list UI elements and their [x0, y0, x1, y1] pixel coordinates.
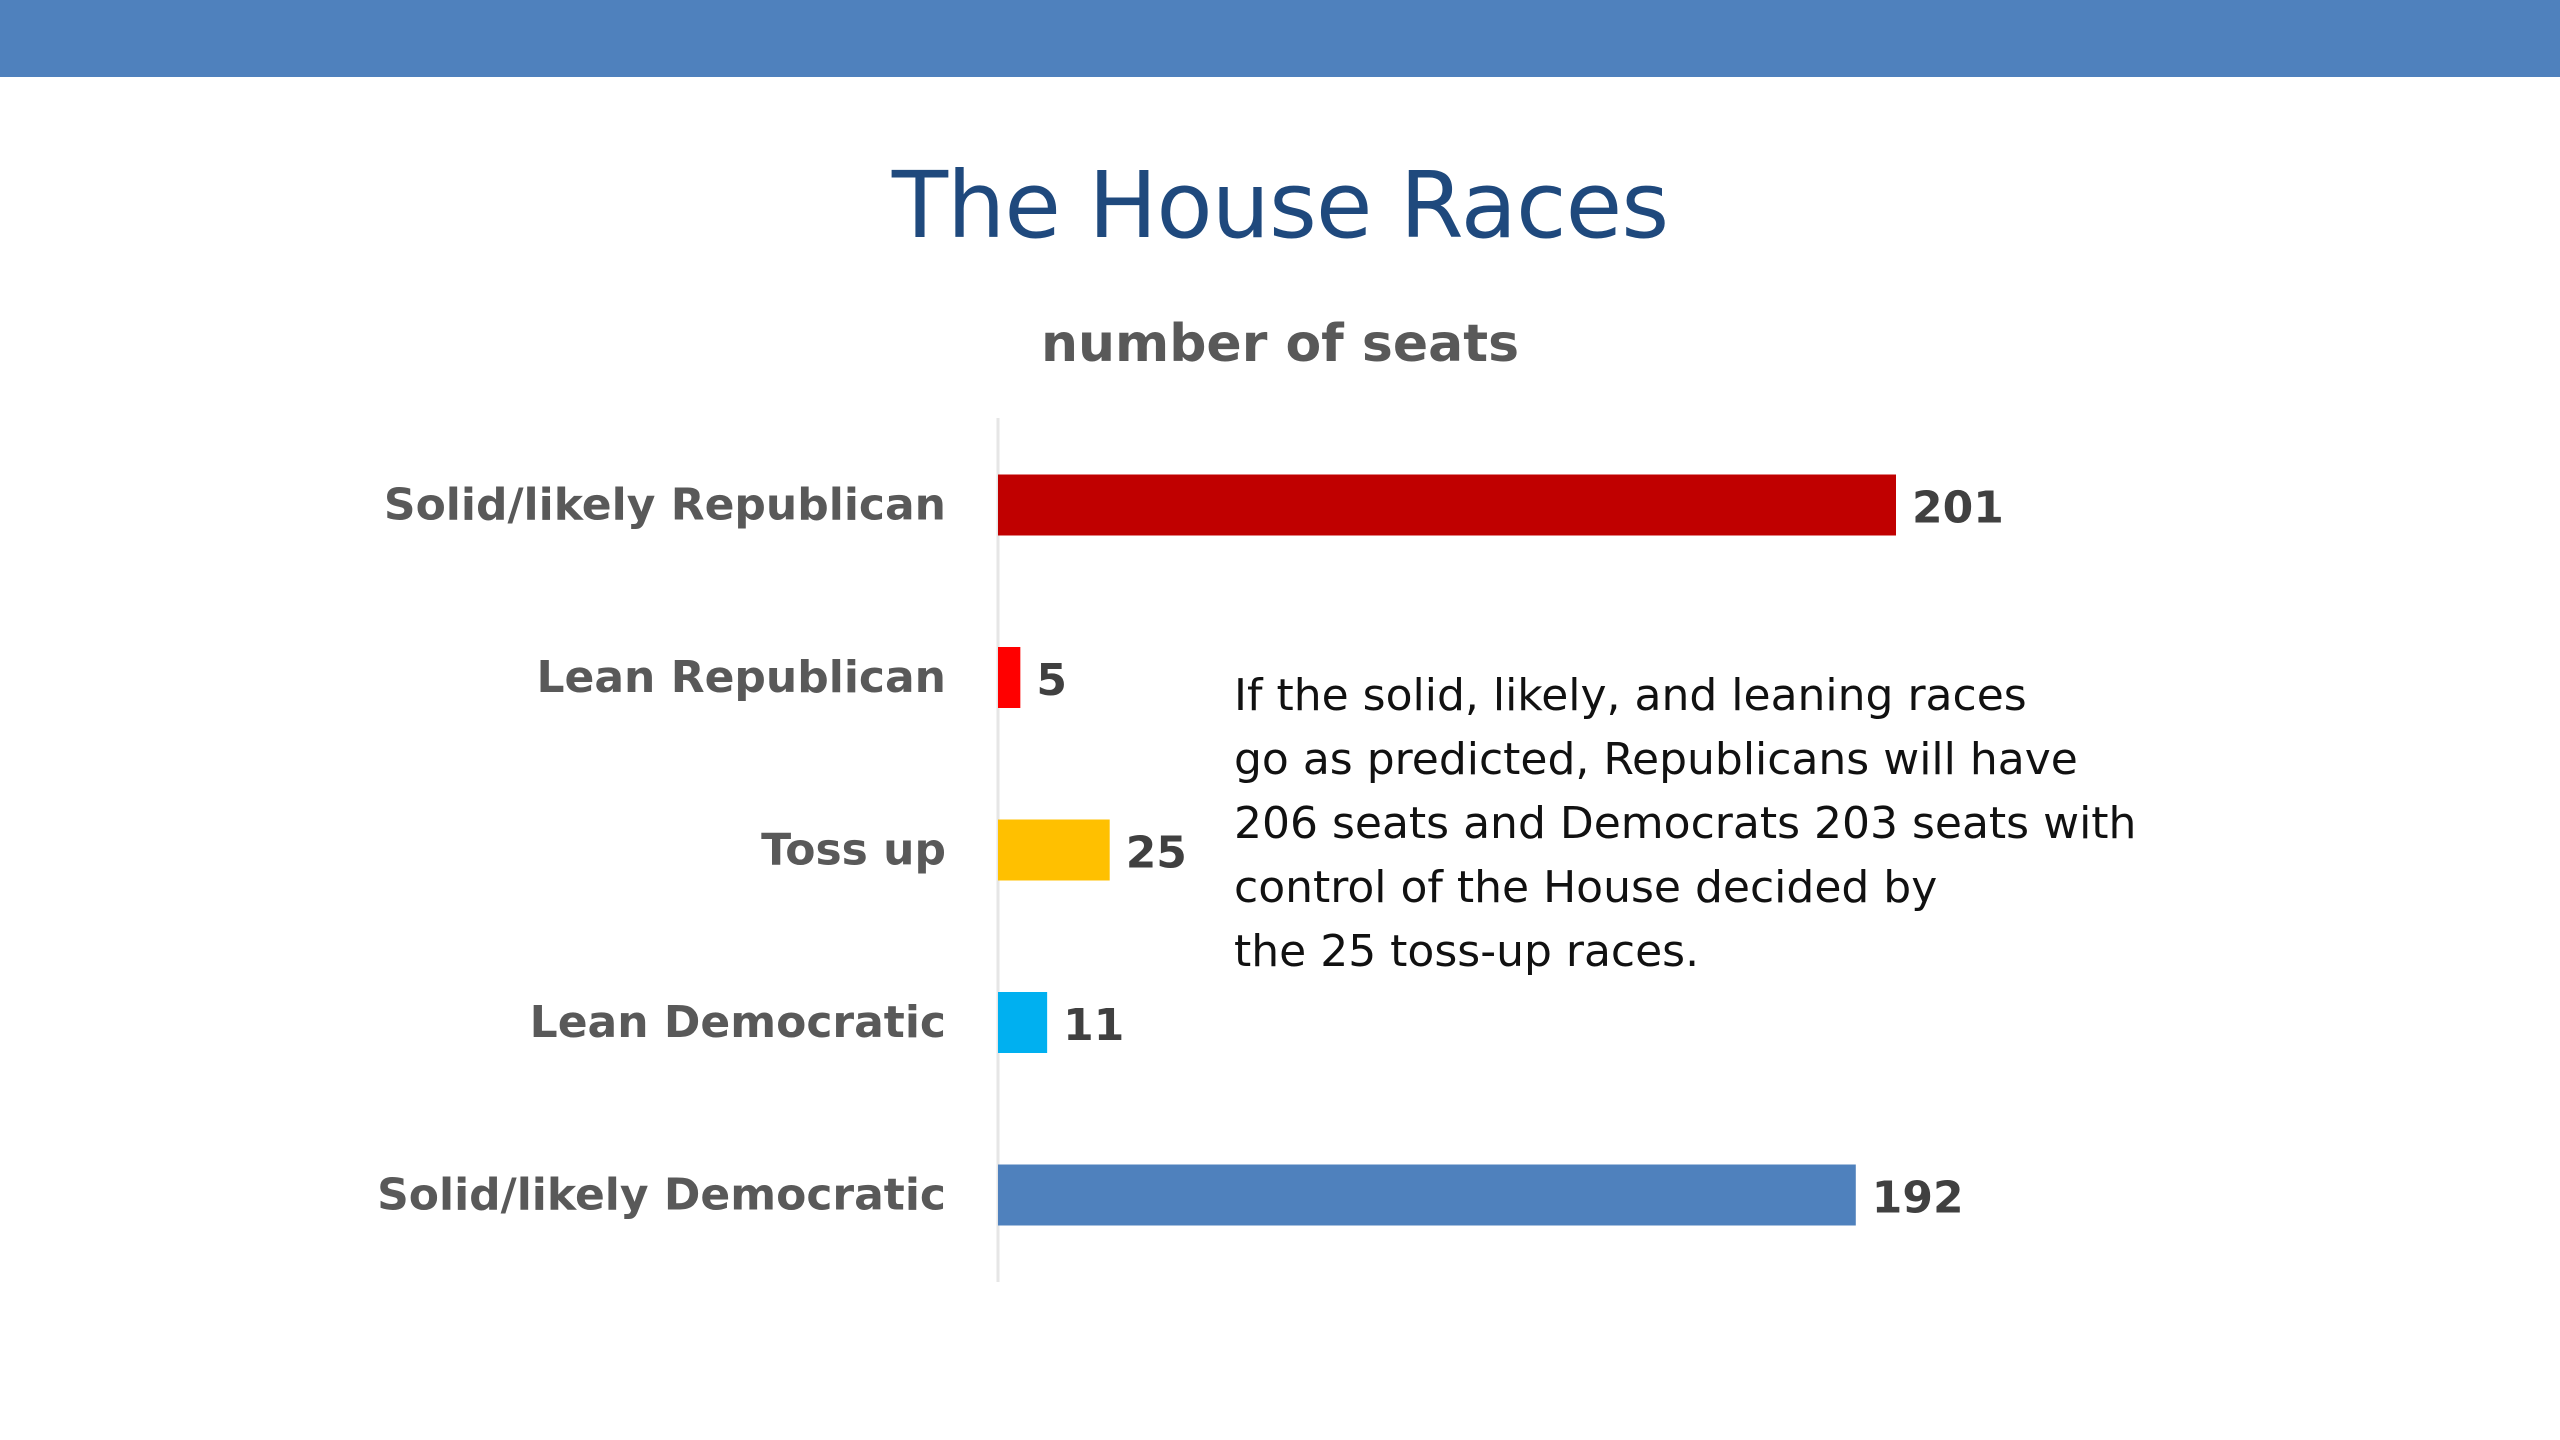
- annotation-line: control of the House decided by: [1234, 862, 1938, 913]
- category-label: Solid/likely Democratic: [377, 1170, 946, 1221]
- value-label: 201: [1912, 483, 2004, 534]
- chart-subtitle: number of seats: [1040, 314, 1520, 374]
- category-label: Toss up: [761, 825, 946, 876]
- value-label: 11: [1063, 1000, 1124, 1051]
- bars-group: [998, 474, 1896, 1226]
- annotation-line: If the solid, likely, and leaning races: [1234, 670, 2027, 721]
- annotation-text: If the solid, likely, and leaning races …: [1234, 664, 2234, 984]
- annotation-line: 206 seats and Democrats 203 seats with: [1234, 798, 2137, 849]
- value-label: 25: [1126, 828, 1187, 879]
- annotation-line: the 25 toss-up races.: [1234, 926, 1700, 977]
- bar: [998, 819, 1110, 881]
- chart-title: The House Races: [891, 152, 1669, 259]
- annotation-line: go as predicted, Republicans will have: [1234, 734, 2078, 785]
- bar: [998, 474, 1896, 536]
- bar: [998, 647, 1021, 708]
- top-color-band: [0, 0, 2560, 77]
- bar: [998, 992, 1048, 1053]
- category-label: Lean Republican: [536, 652, 946, 703]
- value-labels-group: 201 5 25 11 192: [1036, 483, 2004, 1224]
- category-label: Solid/likely Republican: [384, 480, 946, 531]
- value-label: 192: [1872, 1173, 1964, 1224]
- value-label: 5: [1036, 655, 1067, 706]
- category-labels-group: Solid/likely Republican Lean Republican To…: [377, 480, 946, 1221]
- category-label: Lean Democratic: [530, 997, 946, 1048]
- bar: [998, 1164, 1856, 1226]
